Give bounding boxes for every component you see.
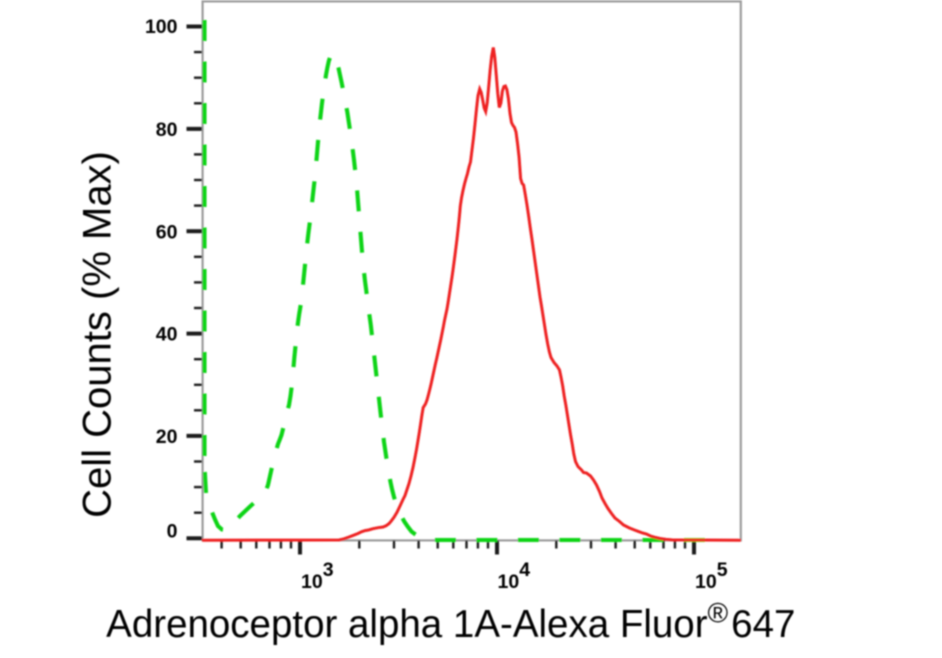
svg-text:Cell Counts (% Max): Cell Counts (% Max) <box>76 151 120 518</box>
svg-text:60: 60 <box>156 221 178 243</box>
svg-text:105: 105 <box>695 559 728 593</box>
svg-text:0: 0 <box>167 521 178 543</box>
svg-text:103: 103 <box>301 559 334 593</box>
svg-text:20: 20 <box>156 426 178 448</box>
svg-text:40: 40 <box>156 324 178 346</box>
svg-text:100: 100 <box>145 16 178 38</box>
svg-text:104: 104 <box>498 559 531 593</box>
svg-text:80: 80 <box>156 119 178 141</box>
svg-text:Adrenoceptor alpha 1A-Alexa Fl: Adrenoceptor alpha 1A-Alexa Fluor®647 <box>106 598 795 647</box>
